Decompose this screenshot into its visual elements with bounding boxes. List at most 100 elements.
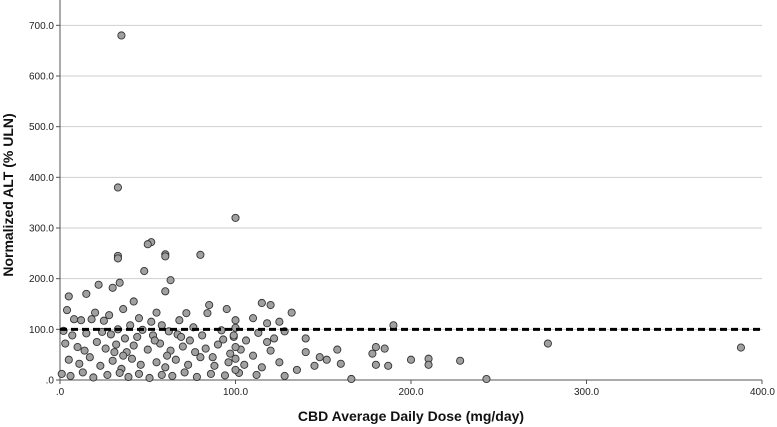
data-point [62, 306, 72, 315]
data-point [64, 292, 73, 301]
data-point [133, 332, 142, 341]
y-tick-label: 300.0 [29, 224, 54, 235]
data-point [61, 339, 70, 348]
data-point [64, 355, 73, 364]
data-point [136, 360, 145, 369]
data-point [115, 278, 124, 287]
data-point [456, 356, 465, 365]
data-point [163, 351, 172, 360]
data-point [145, 373, 154, 383]
data-point [424, 360, 433, 369]
data-point [68, 331, 77, 340]
x-tick-label: 200.0 [398, 387, 423, 398]
data-point [310, 361, 319, 370]
data-point [208, 353, 217, 362]
data-point [191, 348, 200, 357]
data-point [371, 343, 380, 352]
data-point [143, 345, 152, 354]
data-point [69, 315, 79, 324]
data-point [301, 348, 310, 357]
data-point [736, 343, 745, 352]
y-tick-label: 200.0 [29, 274, 54, 285]
data-point [82, 329, 91, 338]
data-point [140, 267, 149, 276]
data-point [292, 365, 301, 374]
data-point [113, 254, 122, 263]
data-point [231, 365, 240, 374]
data-point [96, 361, 105, 370]
x-axis-ticks: .0 100.0 200.0 300.0 400.0 [56, 380, 775, 398]
data-point [226, 349, 235, 358]
data-point [171, 355, 180, 364]
data-point [315, 353, 324, 362]
data-point [184, 360, 193, 369]
data-point [219, 335, 228, 344]
data-point [75, 359, 84, 368]
y-tick-label: 500.0 [29, 122, 54, 133]
y-tick-label: .0 [46, 376, 55, 387]
data-point [384, 361, 393, 370]
data-point [231, 316, 240, 325]
y-tick-label: 700.0 [29, 21, 54, 32]
data-point [150, 336, 159, 345]
data-point [275, 358, 284, 367]
data-point [57, 369, 66, 378]
data-point [224, 358, 233, 367]
data-point [213, 340, 222, 349]
data-point [205, 300, 214, 310]
data-point [119, 351, 128, 360]
data-point [105, 311, 114, 320]
data-point [78, 368, 87, 377]
data-point [161, 252, 170, 261]
data-point [241, 336, 251, 345]
data-point [113, 183, 122, 192]
data-point [157, 321, 166, 330]
data-point [263, 319, 272, 328]
data-point [168, 371, 177, 380]
data-point [389, 321, 398, 330]
data-point [182, 309, 191, 318]
data-point [257, 363, 266, 372]
data-point [115, 368, 124, 377]
data-point [252, 370, 261, 379]
data-point [248, 314, 258, 323]
data-point [347, 374, 356, 384]
data-point [147, 317, 156, 326]
data-point [229, 331, 238, 340]
grid-lines [60, 24, 762, 330]
data-point [98, 327, 107, 336]
y-axis-ticks: .0 100.0 200.0 300.0 400.0 500.0 600.0 700.0 [29, 21, 60, 387]
y-axis-title: Normalized ALT (% ULN) [0, 113, 16, 276]
data-point [368, 349, 377, 358]
data-point [275, 317, 284, 326]
data-point [206, 369, 215, 378]
y-tick-label: 600.0 [29, 72, 54, 83]
data-point [152, 308, 161, 317]
x-tick-label: 100.0 [223, 387, 248, 398]
data-point [129, 341, 138, 350]
data-point [301, 334, 310, 343]
data-point [201, 344, 210, 353]
data-point [192, 372, 201, 382]
data-point [103, 370, 112, 379]
data-point [82, 289, 91, 298]
data-point [231, 213, 240, 222]
data-point [161, 287, 170, 296]
data-point [180, 368, 189, 377]
data-point [143, 240, 152, 249]
data-point [263, 337, 272, 347]
data-point [231, 354, 240, 363]
data-point [91, 308, 100, 317]
data-point [280, 371, 289, 380]
data-point [240, 360, 249, 369]
data-point [336, 359, 345, 368]
data-point [166, 276, 175, 285]
data-point [196, 250, 205, 259]
data-point [333, 345, 342, 354]
data-point [161, 363, 170, 372]
data-point [482, 374, 491, 384]
data-point [80, 346, 89, 355]
data-points [57, 31, 745, 384]
data-point [543, 339, 552, 348]
